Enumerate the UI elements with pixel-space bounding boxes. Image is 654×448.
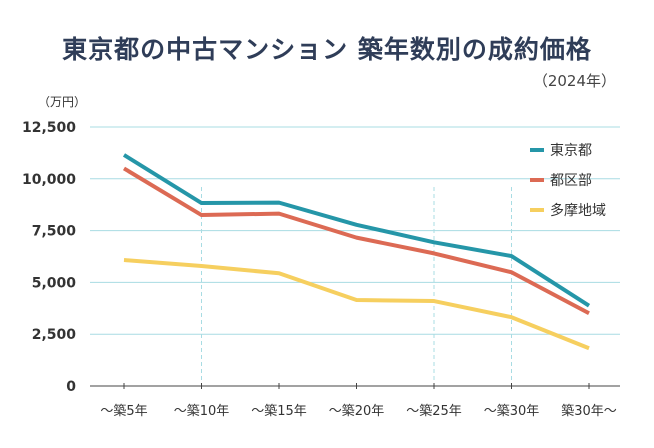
x-tick-label: 築30年～ — [561, 404, 617, 419]
y-axis-unit: （万円） — [38, 95, 86, 109]
y-tick-label: 5,000 — [32, 275, 77, 291]
x-tick-label: ～築25年 — [406, 404, 462, 419]
y-tick-label: 7,500 — [32, 224, 77, 240]
y-tick-label: 2,500 — [32, 327, 77, 343]
y-tick-label: 0 — [66, 379, 76, 395]
legend-label: 東京都 — [550, 143, 592, 159]
legend-label: 都区部 — [550, 173, 592, 189]
x-tick-label: ～築5年 — [100, 404, 147, 419]
y-tick-label: 12,500 — [22, 120, 76, 136]
legend-label: 多摩地域 — [550, 202, 606, 219]
series-line-1 — [122, 166, 590, 316]
x-tick-label: ～築10年 — [174, 404, 230, 419]
chart-title: 東京都の中古マンション 築年数別の成約価格 — [62, 35, 592, 64]
x-tick-label: ～築30年 — [484, 404, 540, 419]
x-tick-label: ～築20年 — [329, 404, 385, 419]
x-tick-label: ～築15年 — [251, 404, 307, 419]
series-line-2 — [123, 258, 590, 351]
y-tick-label: 10,000 — [22, 172, 76, 188]
chart-subtitle: （2024年） — [532, 72, 616, 90]
